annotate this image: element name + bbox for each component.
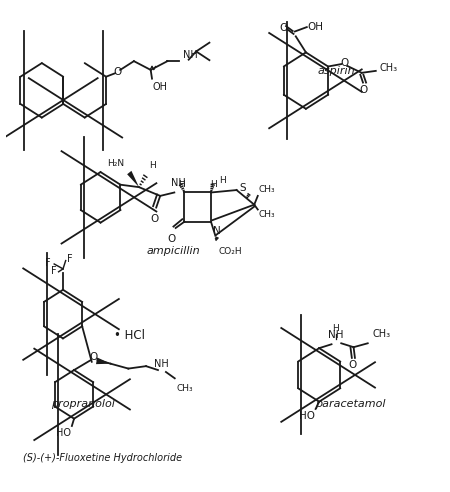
Text: H: H: [219, 176, 225, 184]
Text: H₂N: H₂N: [107, 159, 124, 168]
Text: O: O: [150, 215, 158, 224]
Text: H: H: [210, 180, 217, 188]
Text: O: O: [348, 360, 356, 370]
Text: F: F: [68, 254, 73, 264]
Polygon shape: [96, 358, 111, 364]
Text: HO: HO: [55, 429, 71, 438]
Text: CH₃: CH₃: [259, 185, 275, 194]
Text: CH₃: CH₃: [379, 63, 397, 73]
Text: CH₃: CH₃: [259, 210, 275, 218]
Text: CH₃: CH₃: [372, 330, 390, 339]
Text: propranolol: propranolol: [51, 399, 115, 409]
Text: OH: OH: [308, 22, 324, 31]
Text: F: F: [51, 266, 57, 276]
Text: CO₂H: CO₂H: [219, 247, 243, 256]
Text: CH₃: CH₃: [176, 384, 193, 393]
Text: O: O: [90, 352, 98, 362]
Text: NH: NH: [171, 178, 186, 188]
Text: H: H: [332, 324, 338, 333]
Text: ampicillin: ampicillin: [147, 246, 200, 256]
Text: N: N: [213, 225, 221, 236]
Text: O: O: [167, 234, 176, 245]
Text: O: O: [280, 23, 288, 33]
Text: NH: NH: [183, 50, 198, 60]
Text: • HCl: • HCl: [114, 330, 145, 342]
Text: S: S: [239, 183, 246, 193]
Text: F: F: [45, 258, 51, 268]
Text: O: O: [360, 85, 368, 94]
Text: H: H: [148, 160, 155, 170]
Text: paracetamol: paracetamol: [315, 399, 385, 409]
Text: (S)-(+)-Fluoxetine Hydrochloride: (S)-(+)-Fluoxetine Hydrochloride: [23, 453, 182, 462]
Text: H: H: [179, 180, 185, 188]
Text: aspirin: aspirin: [318, 66, 356, 76]
Text: OH: OH: [153, 82, 168, 92]
Text: HO: HO: [299, 411, 315, 421]
Text: NH: NH: [154, 359, 169, 369]
Polygon shape: [127, 171, 139, 187]
Text: O: O: [113, 67, 121, 77]
Text: NH: NH: [328, 330, 344, 340]
Text: O: O: [341, 58, 349, 68]
